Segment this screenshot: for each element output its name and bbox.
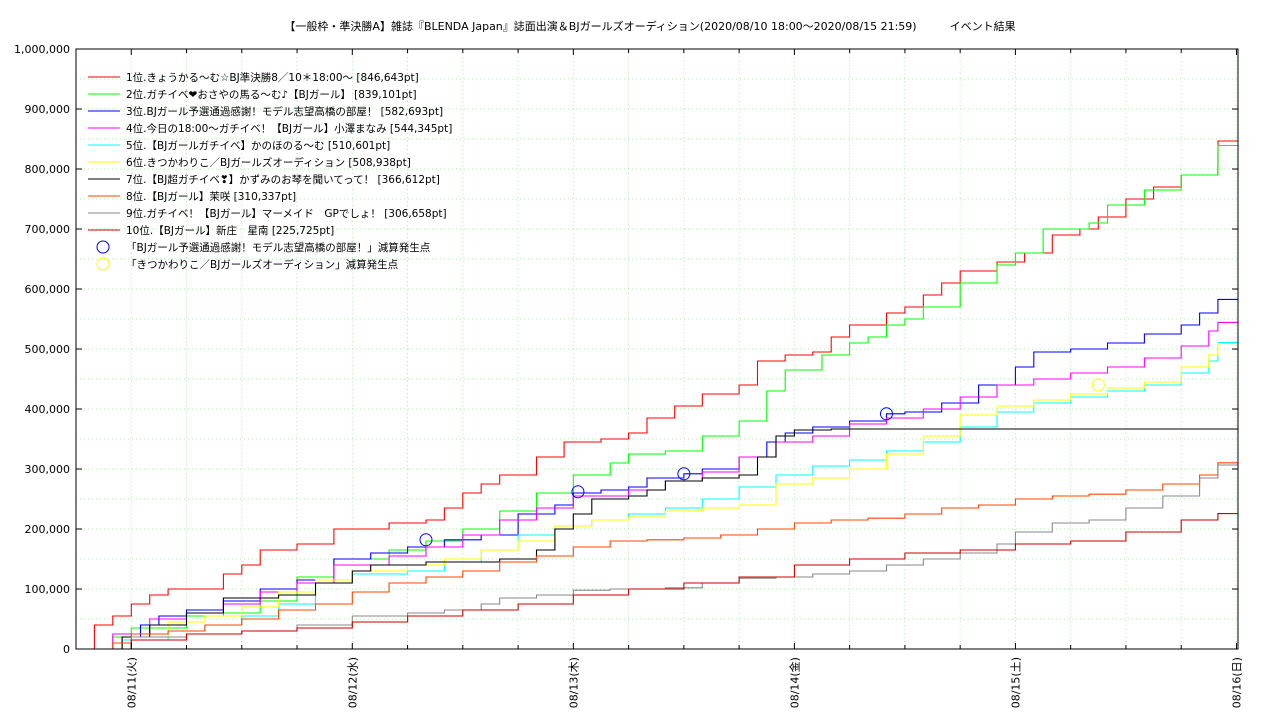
- x-tick-label: 08/14(金): [787, 657, 801, 708]
- legend-label: 10位.【BJガール】新庄 星南 [225,725pt]: [126, 224, 334, 237]
- x-tick-label: 08/13(木): [567, 657, 580, 708]
- legend-label: 9位.ガチイベ！【BJガール】マーメイド GPでしょ！ [306,658pt]: [126, 207, 447, 220]
- y-tick-label: 300,000: [25, 463, 71, 476]
- y-tick-label: 600,000: [25, 283, 71, 296]
- y-tick-label: 0: [63, 643, 70, 656]
- legend-marker: [96, 257, 110, 271]
- y-tick-label: 800,000: [25, 163, 71, 176]
- legend-marker: [96, 240, 110, 254]
- legend-label: 2位.ガチイベ❤おさやの馬る〜む♪【BJガール】 [839,101pt]: [126, 88, 417, 101]
- chart-title: 【一般枠・準決勝A】雑誌『BLENDA Japan』誌面出演＆BJガールズオーデ…: [284, 19, 1015, 33]
- legend-label: 8位.【BJガール】茉咲 [310,337pt]: [126, 190, 296, 203]
- y-tick-label: 100,000: [25, 583, 71, 596]
- series-line: [76, 298, 1238, 650]
- marker-point: [571, 485, 585, 499]
- y-tick-label: 400,000: [25, 403, 71, 416]
- series-line: [76, 464, 1238, 650]
- legend-label: 7位.【BJ超ガチイベ❣】かずみのお琴を聞いてって！ [366,612pt]: [126, 173, 440, 186]
- marker-point: [879, 407, 893, 421]
- axes: 0 100,000 200,000 300,000 400,000 500,000 600,…: [14, 43, 1243, 708]
- series-line: [76, 513, 1238, 650]
- marker-layer: [419, 378, 1105, 547]
- series-line: [76, 321, 1238, 650]
- x-tick-label: 08/15(土): [1009, 657, 1022, 708]
- series-line: [76, 462, 1238, 650]
- x-tick-label: 08/11(火): [125, 657, 138, 708]
- legend-label: 「BJガール予選通過感謝！モデル志望高橋の部屋！」減算発生点: [126, 241, 430, 254]
- series-line: [76, 144, 1238, 650]
- legend-label: 1位.きょうかる〜む☆BJ準決勝8／10＊18:00〜 [846,643pt]: [126, 71, 419, 84]
- legend: 1位.きょうかる〜む☆BJ準決勝8／10＊18:00〜 [846,643pt] 2…: [88, 71, 452, 271]
- y-tick-label: 500,000: [25, 343, 71, 356]
- legend-label: 5位.【BJガールガチイベ】かのほのる〜む [510,601pt]: [126, 139, 390, 152]
- legend-label: 6位.きつかわりこ／BJガールズオーディション [508,938pt]: [126, 156, 411, 169]
- y-tick-label: 700,000: [25, 223, 71, 236]
- marker-point: [1091, 378, 1105, 392]
- y-tick-label: 200,000: [25, 523, 71, 536]
- marker-point: [419, 533, 433, 547]
- legend-label: 4位.今日の18:00〜ガチイベ！【BJガール】小澤まなみ [544,345pt…: [126, 122, 452, 135]
- marker-point: [677, 467, 691, 481]
- series-line: [76, 342, 1238, 650]
- series-line: [76, 140, 1238, 650]
- x-tick-label: 08/16(日): [1230, 657, 1243, 708]
- series-layer: [76, 140, 1238, 650]
- y-tick-label: 900,000: [25, 103, 71, 116]
- series-line: [76, 428, 1238, 650]
- x-tick-label: 08/12(水): [346, 657, 359, 708]
- y-tick-label: 1,000,000: [14, 43, 70, 56]
- grid: [75, 49, 1238, 649]
- legend-label: 「きつかわりこ／BJガールズオーディション」減算発生点: [126, 258, 398, 271]
- legend-label: 3位.BJガール予選通過感謝！モデル志望高橋の部屋！ [582,693pt]: [126, 105, 443, 118]
- series-line: [76, 343, 1238, 650]
